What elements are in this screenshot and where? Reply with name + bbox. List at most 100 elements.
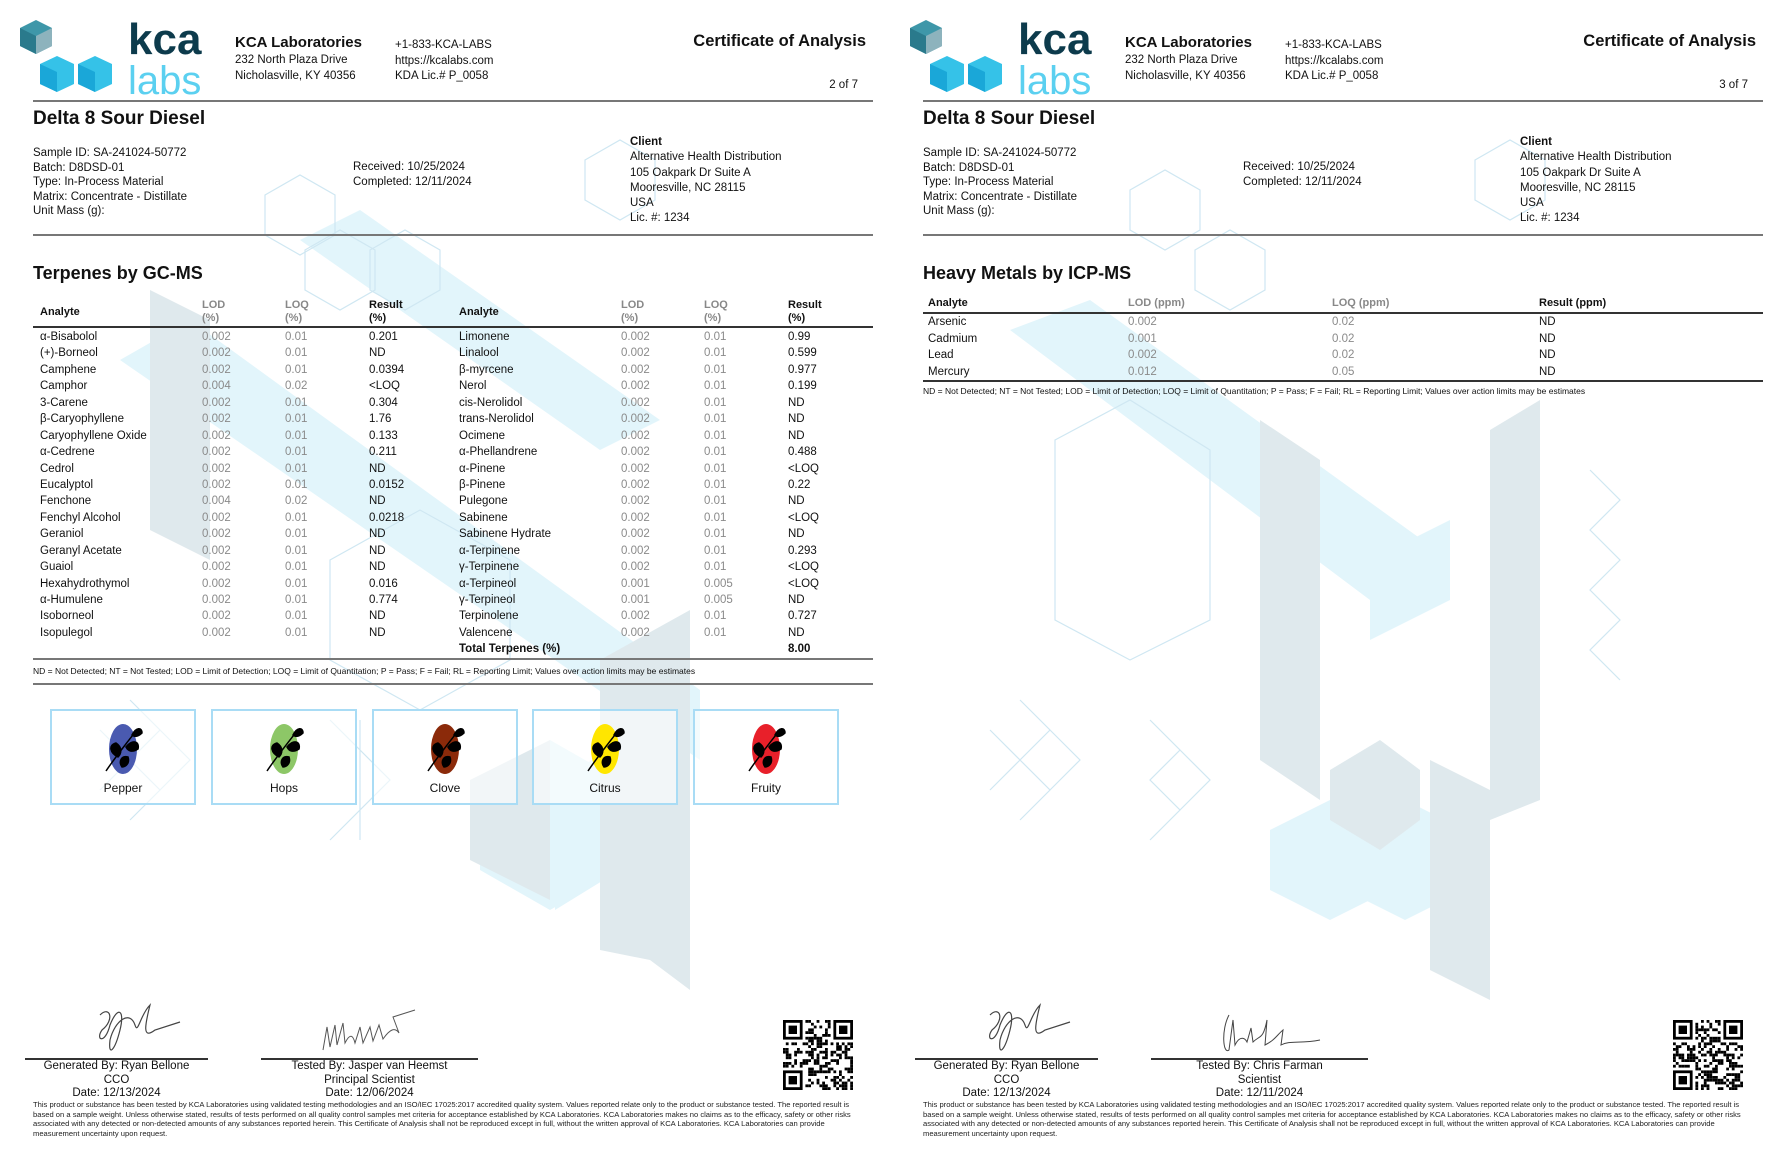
col-loq: LOQ (%) (285, 299, 309, 325)
client-country: USA (1520, 197, 1544, 210)
loq-cell: 0.01 (704, 462, 727, 475)
table-row: β-Pinene 0.002 0.01 0.22 (452, 477, 873, 493)
unit-mass: Unit Mass (g): (33, 205, 105, 217)
loq-cell: 0.01 (704, 331, 727, 343)
website-link[interactable]: https://kcalabs.com (395, 54, 494, 67)
sample-id: Sample ID: SA-241024-50772 (923, 147, 1077, 159)
client-license: Lic. #: 1234 (630, 212, 690, 225)
analyte-cell: Terpinolene (459, 610, 519, 623)
page-number: 3 of 7 (1719, 79, 1748, 91)
generated-by-block: Generated By: Ryan Bellone CCO Date: 12/… (25, 1060, 208, 1101)
col-lod-label: LOD (621, 299, 645, 311)
result-cell: 0.599 (788, 347, 817, 360)
generated-date: Date: 12/13/2024 (72, 1087, 161, 1099)
lod-cell: 0.002 (621, 380, 650, 393)
lab-address: 232 North Plaza Drive Nicholasville, KY … (235, 53, 356, 84)
table-row: Geraniol 0.002 0.01 ND (33, 526, 452, 542)
tested-title: Principal Scientist (324, 1073, 415, 1086)
lab-name: KCA Laboratories (235, 34, 362, 51)
result-cell: 0.016 (369, 577, 398, 590)
analyte-cell: Arsenic (928, 316, 967, 328)
generated-by-block: Generated By: Ryan Bellone CCO Date: 12/… (915, 1060, 1098, 1101)
sample-info: Sample ID: SA-241024-50772 Batch: D8DSD-… (923, 146, 1077, 219)
loq-cell: 0.01 (285, 429, 308, 442)
table-row: α-Bisabolol 0.002 0.01 0.201 (33, 329, 452, 345)
result-cell: <LOQ (788, 511, 820, 524)
lod-cell: 0.002 (621, 446, 650, 459)
table-header: Analyte LOD (ppm) LOQ (ppm) Result (ppm) (923, 296, 1763, 314)
loq-cell: 0.01 (285, 544, 308, 557)
loq-cell: 0.02 (285, 495, 308, 508)
qr-code-icon[interactable] (783, 1020, 853, 1090)
result-cell: 0.727 (788, 610, 817, 623)
divider (33, 234, 873, 236)
col-loq-unit: (%) (285, 312, 303, 324)
loq-cell: 0.01 (704, 511, 727, 524)
footnote: ND = Not Detected; NT = Not Tested; LOD … (923, 386, 1586, 396)
signature-chris-farman (1223, 1014, 1321, 1052)
tested-date: Date: 12/11/2024 (1215, 1087, 1304, 1099)
table-row: Ocimene 0.002 0.01 ND (452, 428, 873, 444)
result-cell: ND (369, 462, 386, 475)
table-row: Isoborneol 0.002 0.01 ND (33, 608, 452, 624)
col-loq-label: LOQ (704, 299, 728, 311)
logo-text-kca: kca (128, 18, 202, 64)
lod-cell: 0.002 (202, 577, 231, 590)
result-cell: ND (788, 429, 805, 442)
result-cell: 0.774 (369, 594, 398, 606)
lod-cell: 0.002 (202, 396, 231, 409)
loq-cell: 0.01 (285, 626, 308, 639)
analyte-cell: Ocimene (459, 429, 506, 442)
analyte-cell: α-Phellandrene (459, 446, 538, 459)
table-row: α-Cedrene 0.002 0.01 0.211 (33, 444, 452, 460)
flavor-label: Citrus (589, 781, 621, 795)
total-row: Total Terpenes (%) 8.00 (452, 641, 873, 657)
client-address2: Mooresville, NC 28115 (1520, 181, 1636, 194)
table-body: α-Bisabolol 0.002 0.01 0.201 (+)-Borneol 0.00… (33, 328, 452, 641)
analyte-cell: α-Bisabolol (40, 331, 98, 343)
loq-cell: 0.01 (704, 610, 727, 623)
analyte-cell: trans-Nerolidol (459, 413, 534, 426)
lod-cell: 0.002 (202, 446, 231, 459)
lod-cell: 0.002 (621, 511, 650, 524)
completed-date: Completed: 12/11/2024 (1243, 175, 1362, 188)
loq-cell: 0.01 (285, 347, 308, 360)
analyte-cell: Fenchone (40, 495, 92, 508)
analyte-cell: Pulegone (459, 495, 508, 508)
table-row: cis-Nerolidol 0.002 0.01 ND (452, 395, 873, 411)
table-row: Linalool 0.002 0.01 0.599 (452, 345, 873, 361)
table-row: Camphor 0.004 0.02 <LOQ (33, 378, 452, 394)
coa-page-2: kca labs KCA Laboratories 232 North Plaz… (20, 18, 873, 1138)
col-result: Result (%) (369, 299, 403, 325)
qr-code-icon[interactable] (1673, 1020, 1743, 1090)
analyte-cell: 3-Carene (40, 396, 88, 409)
generated-by: Generated By: Ryan Bellone (43, 1060, 190, 1072)
analyte-cell: Fenchyl Alcohol (40, 511, 121, 524)
website-link[interactable]: https://kcalabs.com (1285, 54, 1384, 67)
table-row: Sabinene 0.002 0.01 <LOQ (452, 510, 873, 526)
loq-cell: 0.005 (704, 594, 733, 606)
loq-cell: 0.02 (1332, 349, 1355, 362)
lod-cell: 0.002 (202, 413, 231, 426)
flavor-label: Clove (429, 781, 461, 795)
loq-cell: 0.01 (704, 626, 727, 639)
result-cell: 0.199 (788, 380, 817, 393)
analyte-cell: Isopulegol (40, 626, 93, 639)
loq-cell: 0.01 (285, 331, 308, 343)
batch: Batch: D8DSD-01 (923, 161, 1015, 174)
loq-cell: 0.02 (1332, 332, 1355, 345)
phone: +1-833-KCA-LABS (1285, 39, 1382, 51)
loq-cell: 0.01 (285, 610, 308, 623)
analyte-cell: α-Terpinene (459, 544, 520, 557)
analyte-cell: Cedrol (40, 462, 74, 475)
table-row: γ-Terpinene 0.002 0.01 <LOQ (452, 559, 873, 575)
disclaimer: This product or substance has been teste… (923, 1100, 1741, 1138)
client-address1: 105 Oakpark Dr Suite A (1520, 166, 1641, 179)
analyte-cell: Cadmium (928, 332, 978, 345)
analyte-cell: Guaiol (40, 561, 74, 574)
col-lod-unit: (%) (621, 312, 639, 324)
terpenes-table-right: Analyte LOD (%) LOQ (%) Result (%) Limonene… (452, 298, 873, 658)
client-address1: 105 Oakpark Dr Suite A (630, 166, 751, 179)
result-cell: ND (788, 495, 805, 508)
lod-cell: 0.002 (202, 528, 231, 541)
